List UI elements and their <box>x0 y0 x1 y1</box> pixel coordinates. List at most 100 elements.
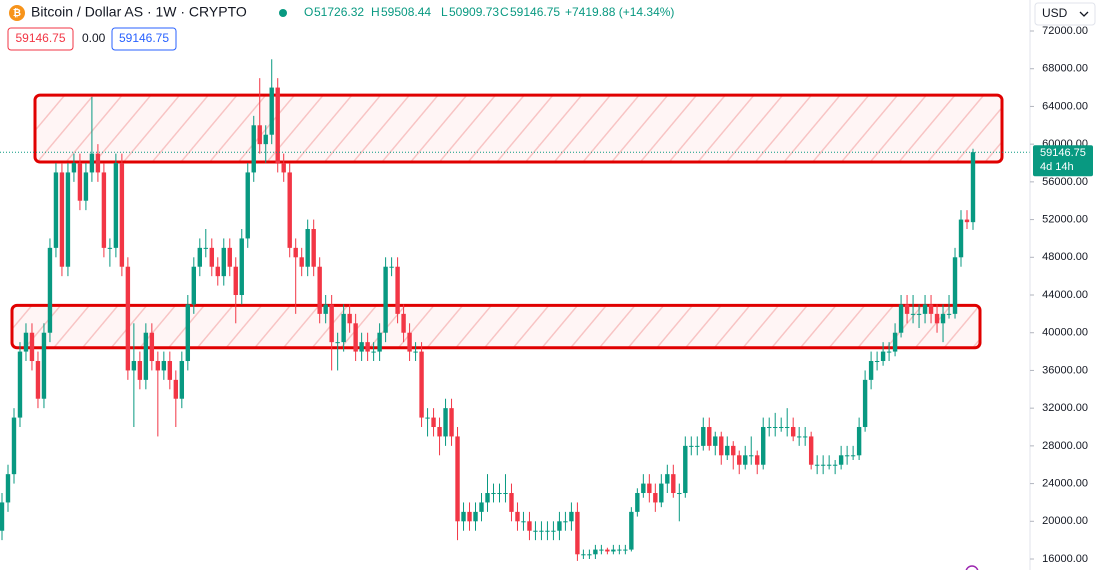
candle-body <box>695 445 700 447</box>
candle-body <box>197 247 202 267</box>
candle-body <box>892 332 898 352</box>
y-tick-label: 52000.00 <box>1042 213 1088 225</box>
candle-body <box>233 266 238 296</box>
ohlc-key: H <box>371 5 380 19</box>
y-tick-label: 24000.00 <box>1042 477 1088 489</box>
candle-body <box>245 172 250 239</box>
candle-body <box>293 247 298 258</box>
candle-body <box>35 361 41 399</box>
candle-body <box>437 427 442 437</box>
candle-body <box>347 313 352 324</box>
candle-body <box>898 304 904 333</box>
y-tick-label: 68000.00 <box>1042 63 1088 75</box>
candle-body <box>916 313 922 315</box>
symbol: Bitcoin / Dollar AS · 1W · CRYPTO <box>31 4 247 20</box>
candle-body <box>862 379 868 428</box>
candle-body <box>617 549 622 551</box>
candle-body <box>281 163 286 173</box>
badge <box>111 27 177 51</box>
candle-body <box>719 436 724 456</box>
zones <box>10 93 1004 350</box>
candle-body <box>23 332 29 352</box>
candle-body <box>335 342 340 344</box>
candle-body <box>95 153 101 173</box>
candle-body <box>910 313 916 315</box>
candle-body <box>203 247 208 249</box>
candles <box>0 59 976 561</box>
candle-body <box>275 87 280 164</box>
candle-body <box>59 172 65 267</box>
candle-body <box>497 493 502 495</box>
candle-body <box>952 257 958 314</box>
candle-body <box>377 332 382 352</box>
candle-body <box>143 332 149 380</box>
candle-body <box>533 530 538 532</box>
ohlc-value: 59508.44 <box>381 5 431 19</box>
candle-body <box>761 427 766 465</box>
currency-button[interactable] <box>1034 2 1096 26</box>
candle-body <box>683 445 688 494</box>
candle-body <box>743 455 748 465</box>
coin-glyph: ₿ <box>13 7 21 19</box>
candle-body <box>239 238 244 296</box>
candle-body <box>623 549 628 551</box>
candle-body <box>299 257 304 267</box>
candle-body <box>311 229 316 267</box>
candle-body <box>641 483 646 494</box>
candle-body <box>946 313 952 315</box>
candle-body <box>677 493 682 495</box>
candle-body <box>371 351 376 353</box>
zone <box>10 303 982 350</box>
chevron[interactable] <box>1079 11 1089 17</box>
candle-body <box>227 247 232 267</box>
change: +7419.88 (+14.34%) <box>565 5 674 19</box>
candle-body <box>767 427 772 429</box>
candle-body <box>395 266 400 314</box>
candle-body <box>131 361 137 371</box>
candle-body <box>868 361 874 380</box>
candle-body <box>587 554 592 556</box>
candle-body <box>425 417 430 419</box>
candle-body <box>65 172 71 267</box>
candle-body <box>874 361 880 363</box>
currency[interactable]: USD <box>1042 6 1068 20</box>
candle-body <box>575 511 580 555</box>
candle-body <box>161 361 167 371</box>
candle-body <box>653 493 658 503</box>
candle-body <box>263 134 268 145</box>
candle-body <box>635 493 640 512</box>
candle-body <box>107 247 113 249</box>
last-price-tag <box>1033 145 1093 177</box>
candle-body <box>479 502 484 512</box>
candle-body <box>209 247 214 267</box>
candle-body <box>167 361 173 380</box>
ohlc-key: O <box>304 5 313 19</box>
candle-body <box>545 530 550 532</box>
candle-body <box>485 493 490 503</box>
candle-body <box>185 304 191 362</box>
ohlc-legend: O 51726.32 H 59508.44 L 50909.73 C 59146.75 <box>304 5 560 19</box>
candle-body <box>125 266 131 371</box>
candle-body <box>71 163 77 173</box>
candle-body <box>856 427 862 456</box>
candle-body <box>928 304 934 314</box>
candle-body <box>755 455 760 465</box>
candle-body <box>215 266 220 277</box>
candle-body <box>796 436 802 438</box>
candle-body <box>29 332 35 362</box>
candle-body <box>155 361 161 371</box>
candle-body <box>455 436 460 522</box>
candle-body <box>407 332 412 352</box>
candle-body <box>521 521 526 523</box>
candle-body <box>593 549 598 555</box>
y-tick-label: 72000.00 <box>1042 25 1088 37</box>
candle-body <box>551 530 556 532</box>
candle-body <box>41 332 47 399</box>
candle-body <box>814 464 820 466</box>
coin-icon <box>9 5 25 21</box>
candle-body <box>221 247 226 277</box>
y-tick-label: 20000.00 <box>1042 515 1088 527</box>
y-tick-label: 40000.00 <box>1042 327 1088 339</box>
candle-body <box>749 455 754 457</box>
ohlc-key: C <box>500 5 509 19</box>
